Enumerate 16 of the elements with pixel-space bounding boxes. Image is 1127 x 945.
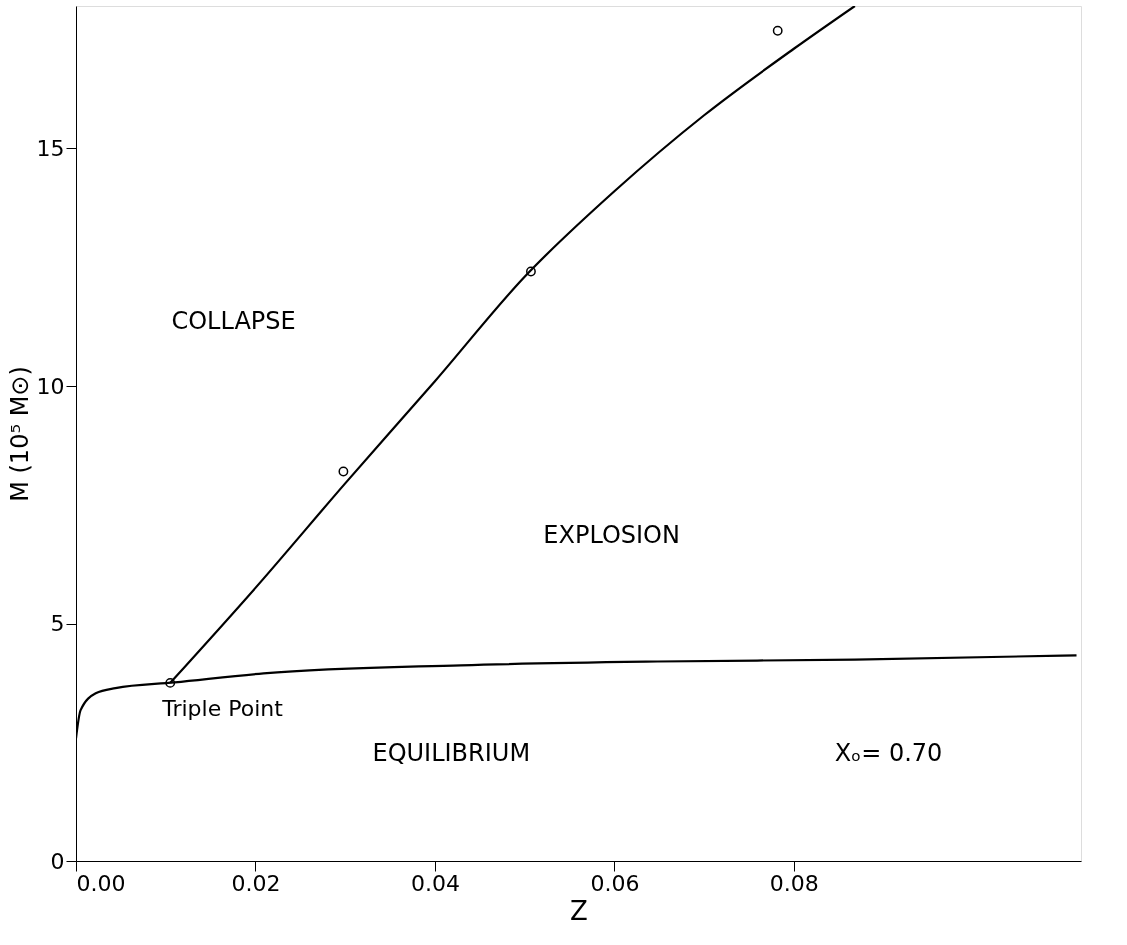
y-tick-label: 5: [50, 611, 65, 636]
annotation: EQUILIBRIUM: [372, 739, 531, 768]
annotation: Triple Point: [161, 695, 284, 721]
x-tick-label: 0.04: [410, 870, 460, 896]
y-tick-label: 10: [36, 373, 65, 399]
x-tick-label: 0.00: [76, 870, 126, 896]
y-axis-title: M (10⁵ M⊙): [5, 366, 34, 502]
x-axis-title: Z: [570, 895, 588, 926]
annotation: COLLAPSE: [171, 307, 296, 336]
x-tick-label: 0.06: [590, 870, 640, 896]
x-tick-label: 0.02: [231, 870, 281, 896]
annotation: Xₒ= 0.70: [834, 739, 943, 768]
x-tick-label: 0.08: [769, 870, 819, 896]
y-tick-label: 0: [50, 848, 65, 874]
y-tick-label: 15: [36, 136, 65, 161]
annotation: EXPLOSION: [543, 521, 680, 550]
